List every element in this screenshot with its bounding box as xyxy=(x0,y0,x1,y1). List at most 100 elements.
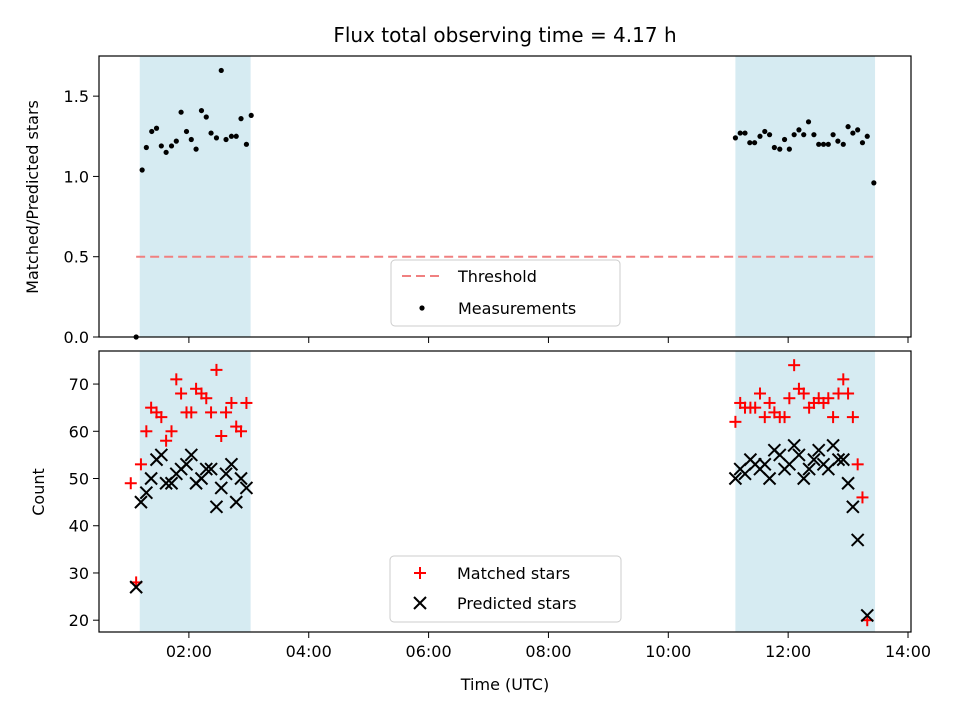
matched-star-point xyxy=(846,411,859,424)
matched-star-point xyxy=(758,411,771,424)
measurement-point xyxy=(742,130,748,136)
bottom-panel-legend: Matched stars Predicted stars xyxy=(389,555,622,623)
x-axis-label: Time (UTC) xyxy=(460,675,549,694)
y-tick-label: 70 xyxy=(69,375,89,394)
measurement-point xyxy=(864,133,870,139)
predicted-star-point xyxy=(792,448,806,462)
measurement-point xyxy=(238,116,244,122)
x-tick-label: 10:00 xyxy=(645,642,691,661)
measurement-point xyxy=(168,143,175,149)
observing-window-band-0-1 xyxy=(735,56,876,337)
matched-star-point xyxy=(753,387,766,400)
matched-star-point xyxy=(783,392,796,405)
measurement-point xyxy=(143,144,149,151)
measurement-point xyxy=(158,143,164,149)
measurement-point xyxy=(781,136,788,143)
top-panel-ylabel: Matched/Predicted stars xyxy=(23,100,42,294)
legend-measurements-swatch xyxy=(419,305,425,311)
matched-star-point xyxy=(822,392,835,405)
predicted-star-point xyxy=(826,438,840,453)
y-tick-label: 1.0 xyxy=(64,167,89,186)
predicted-star-point xyxy=(807,452,821,467)
legend-matched-label: Matched stars xyxy=(457,564,570,583)
measurement-point xyxy=(845,124,851,130)
predicted-star-point xyxy=(224,457,239,472)
measurement-point xyxy=(771,144,777,151)
matched-star-point xyxy=(842,387,855,400)
legend-matched-swatch xyxy=(414,567,426,579)
matched-star-point xyxy=(851,458,864,471)
measurement-point xyxy=(198,107,205,114)
matched-star-point xyxy=(763,396,776,409)
predicted-star-point xyxy=(144,471,158,486)
predicted-star-point xyxy=(179,457,194,472)
legend-threshold-label: Threshold xyxy=(457,267,537,286)
top-panel-legend: Threshold Measurements xyxy=(390,259,621,327)
measurement-point xyxy=(732,135,739,141)
matched-star-point xyxy=(235,425,248,438)
x-tick-label: 04:00 xyxy=(286,642,332,661)
matched-star-point xyxy=(729,415,742,428)
matched-star-point xyxy=(778,411,791,424)
measurement-point xyxy=(153,125,160,131)
top-panel: 0.0 0.5 1.0 1.5 Matched/Predicted stars Thr… xyxy=(23,55,912,347)
y-tick-label: 50 xyxy=(69,470,89,489)
y-tick-label: 30 xyxy=(69,564,89,583)
measurement-point xyxy=(766,132,773,138)
predicted-star-point xyxy=(199,462,213,476)
predicted-star-point xyxy=(758,457,772,472)
bottom-legend-frame xyxy=(389,555,622,623)
measurement-point xyxy=(248,112,254,119)
measurement-point xyxy=(850,130,856,136)
measurement-point xyxy=(835,138,841,144)
predicted-star-point xyxy=(836,452,850,467)
measurement-point xyxy=(840,141,846,147)
measurement-point xyxy=(757,133,763,139)
matched-star-point xyxy=(155,411,168,424)
matched-star-point xyxy=(124,477,137,490)
predicted-star-point xyxy=(164,476,179,490)
x-tick-label: 02:00 xyxy=(166,642,212,661)
measurement-point xyxy=(139,167,145,173)
measurement-point xyxy=(173,138,179,144)
matched-star-point xyxy=(170,373,183,386)
measurement-point xyxy=(149,128,155,135)
measurement-point xyxy=(786,146,792,152)
measurement-point xyxy=(228,133,235,139)
predicted-star-point xyxy=(134,495,148,509)
predicted-star-point xyxy=(154,448,169,462)
measurement-point xyxy=(801,132,807,138)
matched-star-point xyxy=(827,411,840,424)
matched-star-point xyxy=(185,406,198,419)
predicted-star-point xyxy=(787,438,801,453)
measurement-point xyxy=(178,109,184,115)
measurement-point xyxy=(751,140,758,146)
matched-star-point xyxy=(240,396,253,409)
matched-star-point xyxy=(210,363,223,376)
matched-star-point xyxy=(134,458,147,471)
measurement-point xyxy=(213,135,220,141)
matched-star-point xyxy=(205,406,218,419)
measurement-point xyxy=(218,67,224,74)
measurement-point xyxy=(777,146,783,152)
y-tick-label: 0.5 xyxy=(64,248,89,267)
measurement-point xyxy=(193,146,199,152)
predicted-star-point xyxy=(831,452,846,467)
observing-window-band-0-0 xyxy=(139,56,251,337)
measurement-point xyxy=(762,128,768,135)
x-tick-label: 12:00 xyxy=(765,642,811,661)
measurement-point xyxy=(183,128,190,135)
measurement-point xyxy=(163,149,169,155)
predicted-star-point xyxy=(239,481,254,495)
predicted-star-point xyxy=(209,500,224,514)
measurement-point xyxy=(223,136,229,143)
predicted-star-point xyxy=(139,485,154,500)
matched-star-point xyxy=(797,387,810,400)
matched-star-point xyxy=(856,491,869,504)
measurement-point xyxy=(243,141,250,147)
x-tick-label: 14:00 xyxy=(885,642,931,661)
y-tick-label: 1.5 xyxy=(64,87,89,106)
measurement-point xyxy=(871,180,877,186)
predicted-star-point xyxy=(204,462,218,476)
predicted-star-point xyxy=(850,533,865,547)
